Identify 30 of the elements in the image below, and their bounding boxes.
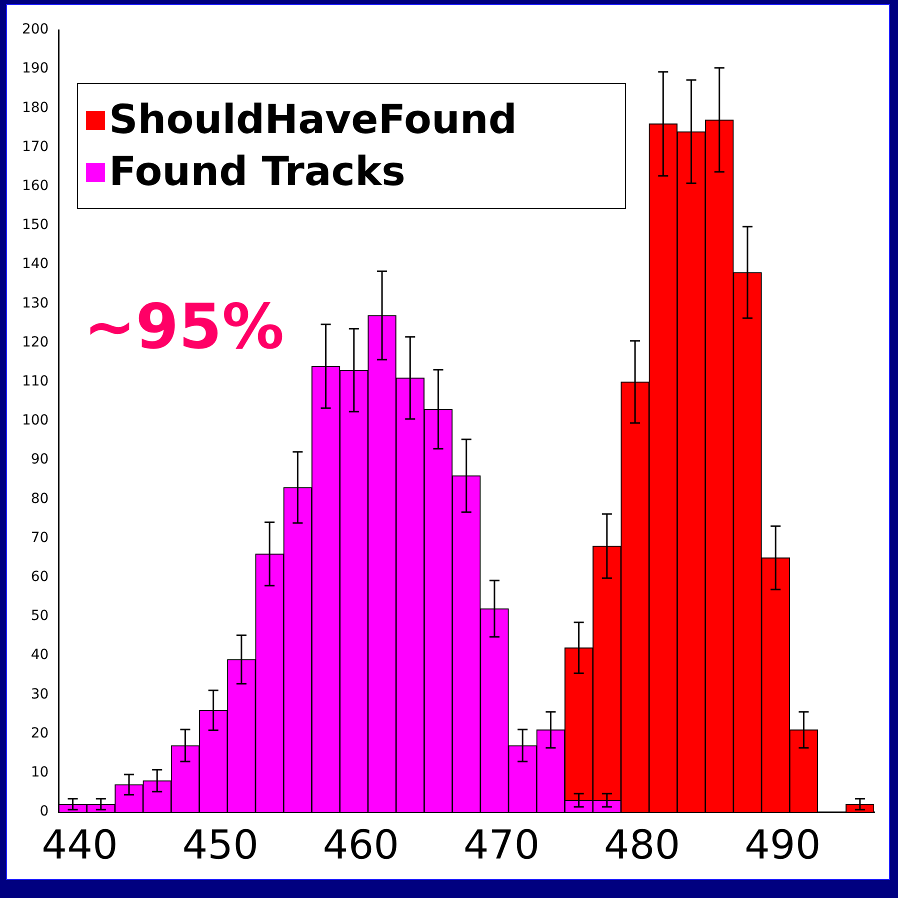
- y-tick-label: 30: [30, 686, 49, 702]
- y-tick-label: 90: [30, 452, 49, 468]
- y-tick-label: 80: [30, 490, 49, 507]
- x-tick-label: 480: [604, 822, 680, 868]
- y-tick-label: 190: [22, 60, 49, 77]
- y-tick-label: 200: [22, 22, 49, 38]
- x-tick-label: 450: [182, 822, 259, 868]
- y-tick-label: 10: [30, 764, 49, 781]
- y-tick-label: 180: [22, 100, 49, 116]
- y-tick-label: 170: [22, 138, 49, 155]
- y-tick-label: 120: [22, 334, 49, 350]
- x-tick-label: 440: [42, 822, 118, 868]
- y-tick-label: 110: [22, 374, 49, 390]
- y-tick-label: 130: [22, 295, 49, 312]
- y-tick-label: 100: [22, 412, 49, 429]
- y-tick-label: 50: [30, 608, 49, 624]
- y-tick-label: 20: [30, 725, 49, 742]
- legend-label: ShouldHaveFound: [109, 96, 518, 145]
- legend-label: Found Tracks: [109, 148, 406, 197]
- y-tick-label: 60: [30, 569, 49, 586]
- y-tick-label: 70: [30, 530, 49, 546]
- annotation: ~95%: [84, 290, 284, 363]
- y-tick-label: 150: [22, 217, 49, 234]
- x-tick-label: 490: [744, 822, 821, 868]
- x-tick-label: 470: [463, 822, 540, 868]
- y-tick-label: 0: [40, 804, 49, 820]
- y-tick-label: 160: [22, 178, 49, 194]
- y-tick-label: 140: [22, 256, 49, 272]
- y-tick-label: 40: [30, 647, 49, 664]
- x-tick-label: 460: [322, 822, 400, 868]
